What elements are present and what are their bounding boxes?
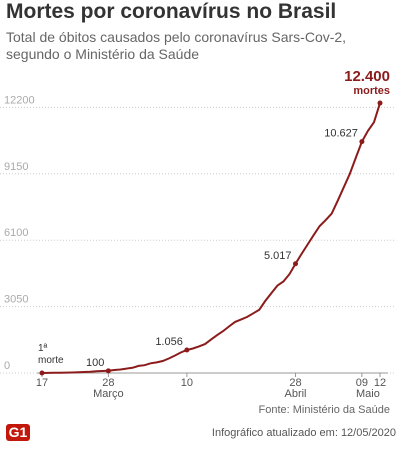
subtitle: Total de óbitos causados pelo coronavíru… — [6, 29, 346, 45]
subtitle: segundo o Ministério da Saúde — [6, 46, 199, 62]
x-tick-label: 17 — [36, 377, 48, 389]
point — [184, 347, 190, 353]
x-tick-label: 10 — [181, 377, 193, 389]
value-label: 1.056 — [155, 336, 183, 348]
logo: G1 — [9, 424, 28, 440]
value-label: 100 — [86, 357, 104, 369]
value-label: 10.627 — [324, 128, 358, 140]
y-tick-label: 0 — [4, 360, 10, 372]
y-tick-label: 9150 — [4, 161, 28, 173]
x-month-label: Maio — [356, 388, 380, 400]
value-label: 5.017 — [264, 250, 292, 262]
point — [293, 261, 298, 267]
x-month-label: Março — [93, 388, 124, 400]
y-tick-label: 3050 — [4, 294, 28, 306]
source: Fonte: Ministério da Saúde — [259, 404, 390, 416]
line — [41, 102, 381, 374]
value-label: 12.400 mortes — [344, 68, 390, 97]
logo-box — [6, 424, 30, 441]
x-tick-label: 28 — [102, 377, 114, 389]
updated-note: Infográfico atualizado em: 12/05/2020 — [212, 427, 396, 439]
x-tick-label: 12 — [374, 377, 386, 389]
x-month-label: Abril — [284, 388, 306, 400]
point — [105, 368, 111, 374]
y-tick-label: 6100 — [4, 227, 28, 239]
value-label: 1ª morte — [38, 343, 64, 366]
chart-title: Mortes por coronavírus no Brasil — [6, 0, 336, 23]
point — [39, 370, 45, 376]
point — [377, 100, 383, 106]
x-tick-label: 28 — [289, 377, 301, 389]
y-tick-label: 12200 — [4, 94, 35, 106]
x-tick-label: 09 — [356, 377, 368, 389]
point — [359, 139, 365, 145]
